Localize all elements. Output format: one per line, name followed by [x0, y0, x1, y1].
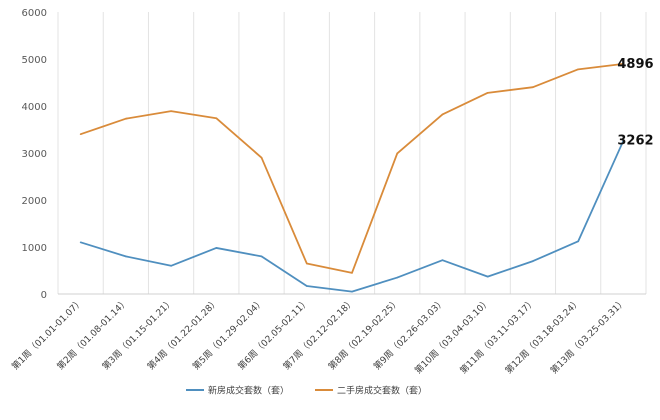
- data-point: [79, 133, 82, 135]
- data-point: [125, 117, 127, 120]
- y-tick-label: 2000: [22, 196, 47, 207]
- data-point: [305, 262, 308, 265]
- end-data-label: 3262: [617, 134, 653, 149]
- data-point: [170, 265, 172, 267]
- data-point: [351, 272, 353, 274]
- data-point: [260, 255, 263, 258]
- data-point: [170, 110, 172, 112]
- data-point: [441, 259, 444, 261]
- data-point: [577, 68, 579, 71]
- data-point: [577, 240, 579, 243]
- data-point: [215, 247, 218, 249]
- data-point: [486, 275, 489, 278]
- y-tick-label: 3000: [22, 149, 47, 160]
- data-point: [486, 92, 489, 94]
- y-axis: 0 1000 2000 3000 4000 5000 6000: [22, 8, 47, 301]
- series-line-1: [80, 62, 624, 274]
- data-point: [396, 152, 399, 155]
- legend: 新房成交套数（套） 二手房成交套数（套）: [186, 385, 427, 397]
- data-point: [215, 117, 218, 120]
- data-point: [305, 285, 308, 287]
- end-data-label: 4896: [617, 57, 653, 72]
- y-tick-label: 1000: [22, 243, 47, 254]
- data-point: [396, 276, 399, 279]
- data-point: [260, 156, 263, 159]
- legend-label: 新房成交套数（套）: [208, 385, 289, 397]
- data-point: [622, 139, 625, 142]
- gridlines: [57, 12, 647, 294]
- data-point: [441, 113, 444, 116]
- y-tick-label: 0: [41, 290, 47, 301]
- legend-label: 二手房成交套数（套）: [337, 385, 427, 397]
- x-tick-label: 第11周（03.11-03.17）: [457, 296, 538, 377]
- y-tick-label: 6000: [22, 8, 47, 19]
- y-tick-label: 5000: [22, 55, 47, 66]
- data-point: [351, 290, 353, 293]
- data-point: [532, 260, 534, 262]
- data-point: [125, 255, 127, 258]
- series-line-0: [80, 140, 625, 293]
- x-tick-label: 第13周（03.25-03.31）: [548, 296, 629, 377]
- x-tick-label: 第10周（03.04-03.10）: [412, 296, 493, 377]
- data-point: [622, 63, 625, 65]
- data-point: [532, 86, 534, 88]
- series-layer: 3262 4896: [79, 57, 654, 293]
- x-axis: 第1周（01.01-01.07）第2周（01.08-01.14）第3周（01.1…: [9, 296, 629, 377]
- x-tick-label: 第12周（03.18-03.24）: [502, 296, 583, 377]
- y-tick-label: 4000: [22, 102, 47, 113]
- data-point: [79, 241, 82, 244]
